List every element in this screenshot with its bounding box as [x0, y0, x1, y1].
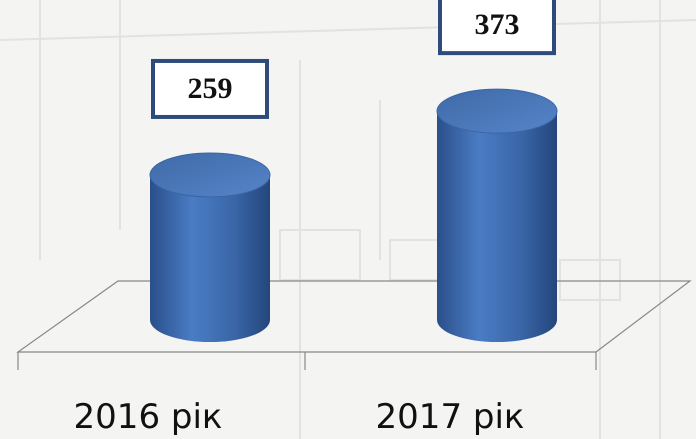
value-label: 259	[188, 72, 233, 105]
cylinder-top	[150, 153, 270, 197]
floor	[18, 281, 690, 370]
cylinder-top	[437, 89, 557, 133]
value-label: 373	[475, 8, 520, 41]
cylinder	[150, 153, 270, 342]
cylinder-body	[150, 175, 270, 342]
background	[0, 0, 696, 439]
cylinder-body	[437, 111, 557, 342]
x-tick-label: 2017 рік	[376, 397, 525, 437]
page: 2016 рік2592017 рік373 (() => { const da…	[0, 0, 696, 439]
plot-area: 2016 рік 259 2017 рік 373	[74, 0, 557, 437]
chart: 2016 рік 259 2017 рік 373	[0, 0, 696, 439]
cylinder	[437, 89, 557, 342]
x-tick-label: 2016 рік	[74, 397, 223, 437]
